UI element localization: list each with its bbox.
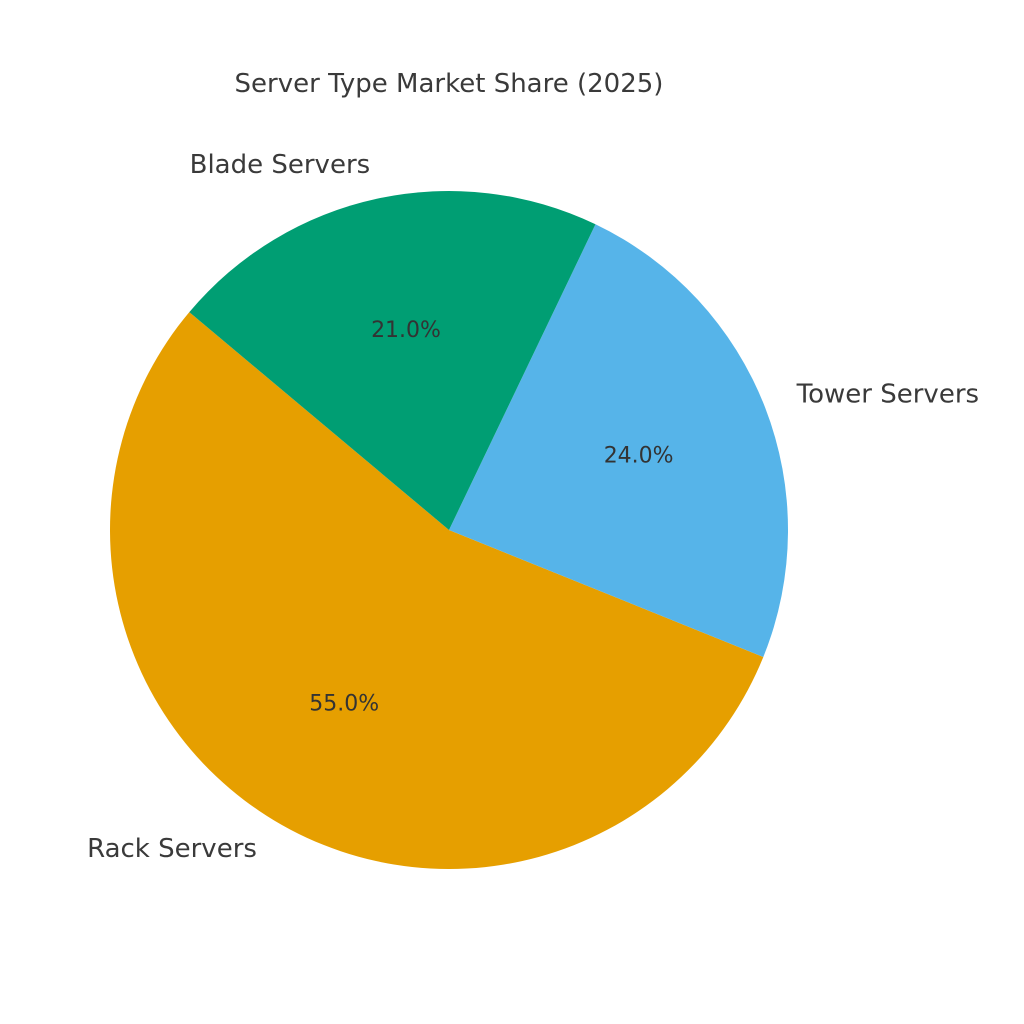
pie-slice-tower-servers: [449, 224, 788, 657]
pie-slice-blade-servers: [189, 191, 596, 531]
slice-label-blade-servers: Blade Servers: [190, 150, 371, 180]
pie-slice-rack-servers: [109, 312, 764, 870]
slice-label-tower-servers: Tower Servers: [796, 380, 979, 410]
percent-label-tower-servers: 24.0%: [604, 443, 674, 468]
chart-title: Server Type Market Share (2025): [235, 69, 664, 99]
slice-label-rack-servers: Rack Servers: [87, 834, 257, 864]
percent-label-rack-servers: 55.0%: [309, 691, 379, 716]
percent-label-blade-servers: 21.0%: [371, 318, 441, 343]
pie-labels: Rack Servers 55.0% Tower Servers 24.0% Blade…: [87, 150, 979, 864]
pie-slices: [109, 191, 788, 870]
